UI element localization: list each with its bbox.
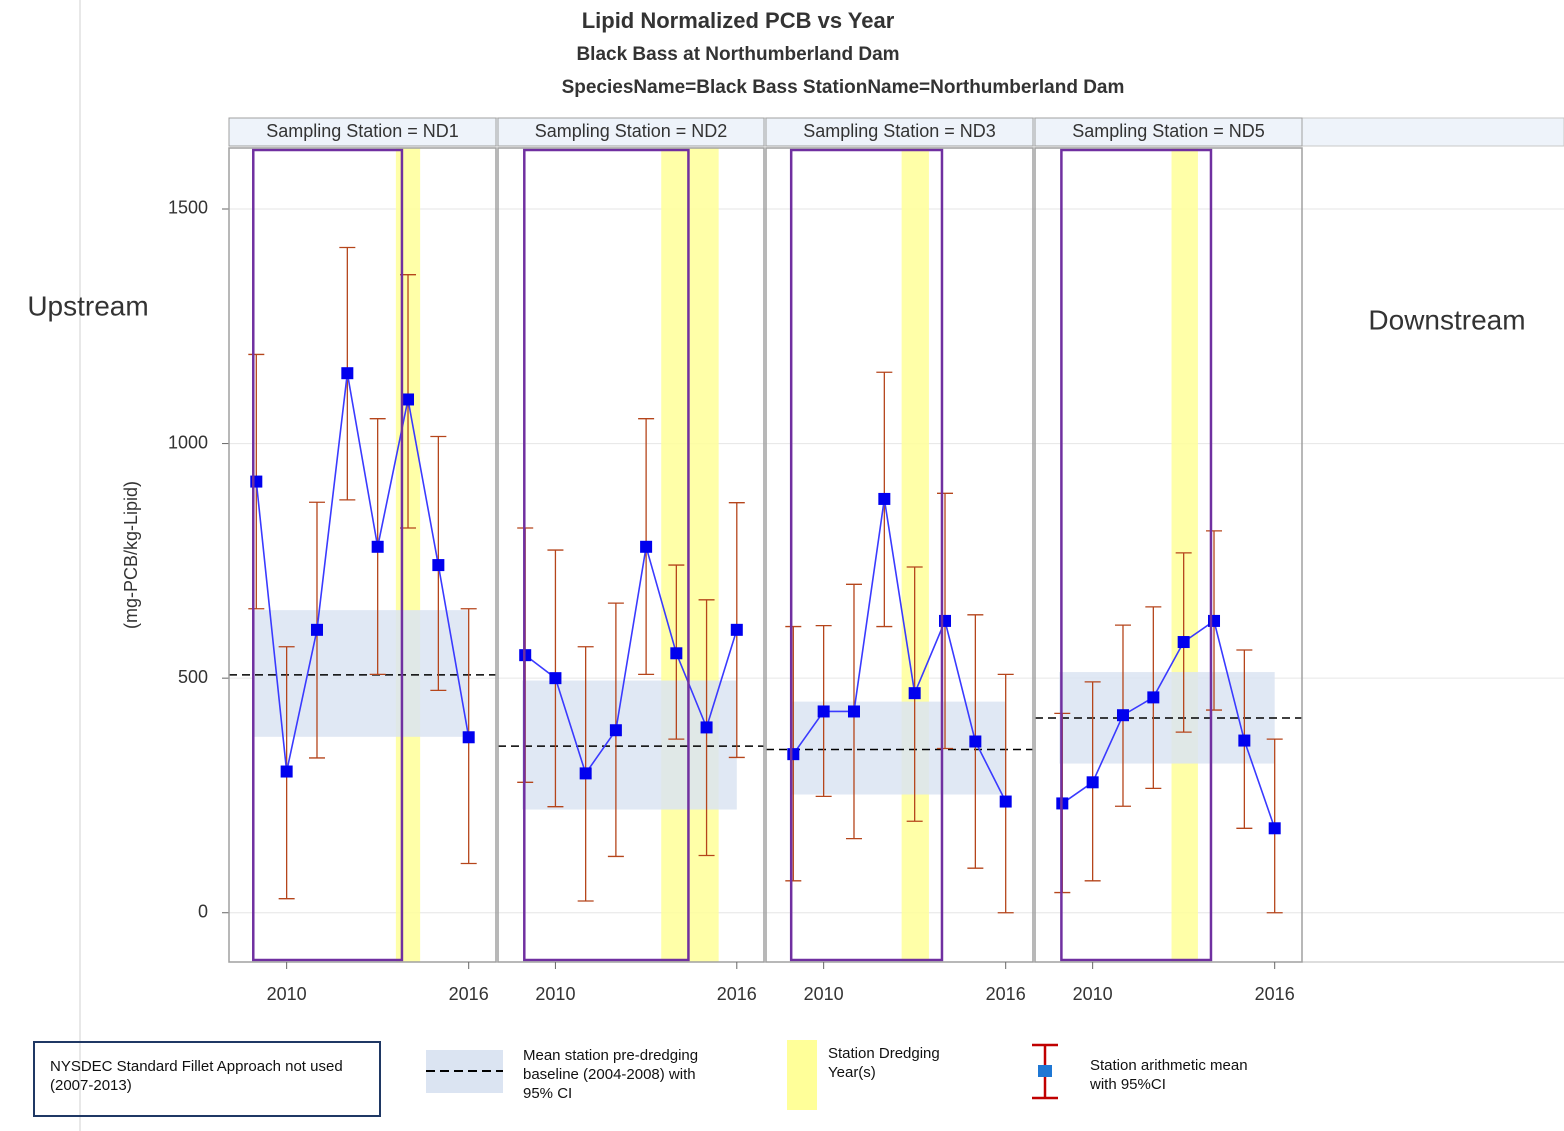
- excluded-period: [1060, 148, 1213, 962]
- mean-marker: [341, 367, 354, 380]
- legend-swatch: [787, 1040, 817, 1110]
- panel-frame: [765, 147, 1034, 963]
- mean-marker: [371, 540, 384, 553]
- y-axis-label: (mg-PCB/kg-Lipid): [121, 481, 141, 629]
- mean-marker: [1147, 691, 1160, 704]
- mean-marker: [999, 795, 1012, 808]
- error-bar: [997, 673, 1014, 914]
- mean-marker: [1177, 636, 1190, 649]
- panel-header: [765, 117, 1034, 147]
- y-tick-label: 1500: [168, 198, 208, 218]
- mean-marker: [847, 705, 860, 718]
- panel-title: Sampling Station = ND3: [803, 121, 996, 141]
- mean-marker: [579, 767, 592, 780]
- dredging-band: [395, 148, 421, 962]
- baseline-ci: [253, 610, 469, 737]
- series-line: [524, 546, 738, 776]
- legend-text: Station Dredging Year(s): [828, 1045, 940, 1081]
- x-tick-label: 2016: [449, 984, 489, 1004]
- panel: Sampling Station = ND3 2010 2016: [765, 117, 1034, 1004]
- panel-title: Sampling Station = ND2: [535, 121, 728, 141]
- mean-marker: [969, 735, 982, 748]
- mean-marker: [700, 721, 713, 734]
- mean-marker: [1238, 734, 1251, 747]
- chart-title: Lipid Normalized PCB vs Year: [582, 8, 895, 33]
- x-tick-label: 2010: [535, 984, 575, 1004]
- baseline-ci: [522, 680, 737, 810]
- panel-frame: [228, 147, 497, 963]
- mean-marker: [432, 559, 445, 572]
- chart-subtitle: SpeciesName=Black Bass StationName=North…: [562, 77, 1125, 98]
- legend-swatch: [426, 1050, 503, 1093]
- mean-marker: [462, 731, 475, 744]
- x-tick-label: 2016: [717, 984, 757, 1004]
- legend-text: NYSDEC Standard Fillet Approach not used…: [50, 1058, 343, 1094]
- mean-marker: [280, 765, 293, 778]
- panel-frame: [497, 147, 765, 963]
- mean-marker: [609, 724, 622, 737]
- excluded-period: [252, 148, 404, 962]
- mean-marker: [640, 540, 653, 553]
- series-line: [1061, 619, 1276, 829]
- mean-marker: [1116, 709, 1129, 722]
- dredging-band: [901, 148, 929, 962]
- y-tick-label: 1000: [168, 432, 208, 452]
- mean-marker: [670, 647, 683, 660]
- mean-marker: [402, 393, 415, 406]
- dredging-band: [1171, 148, 1198, 962]
- mean-marker: [549, 672, 562, 685]
- x-tick-label: 2016: [986, 984, 1026, 1004]
- dredging-band: [661, 148, 719, 962]
- y-tick-label: 500: [178, 667, 208, 687]
- panel: Sampling Station = ND1 2010 2016: [228, 117, 497, 1004]
- mean-marker: [817, 705, 830, 718]
- y-tick-label: 0: [198, 901, 208, 921]
- panel-frame: [1034, 147, 1303, 963]
- legend-text: Mean station pre-dredging baseline (2004…: [523, 1047, 699, 1102]
- panel: Sampling Station = ND5 2010 2016: [1034, 117, 1303, 1004]
- legend-swatch: [1038, 1065, 1052, 1077]
- x-tick-label: 2016: [1255, 984, 1295, 1004]
- mean-marker: [1086, 776, 1099, 789]
- panel-header: [497, 117, 765, 147]
- mean-marker: [1268, 822, 1281, 835]
- mean-marker: [878, 492, 891, 505]
- annotation: Upstream: [27, 290, 148, 321]
- mean-marker: [787, 748, 800, 761]
- panel-title: Sampling Station = ND1: [266, 121, 459, 141]
- mean-marker: [908, 687, 921, 700]
- x-tick-label: 2010: [1073, 984, 1113, 1004]
- series-line: [255, 373, 470, 772]
- excluded-period: [789, 148, 944, 962]
- x-tick-label: 2010: [804, 984, 844, 1004]
- panel: Sampling Station = ND2 2010 2016: [497, 117, 765, 1004]
- chart-subtitle: Black Bass at Northumberland Dam: [576, 44, 899, 65]
- panel-header: [228, 117, 497, 147]
- annotation: Downstream: [1368, 304, 1525, 335]
- excluded-period: [523, 148, 690, 962]
- legend-text: Station arithmetic mean with 95%CI: [1090, 1057, 1248, 1093]
- mean-marker: [310, 623, 323, 636]
- panel-title: Sampling Station = ND5: [1072, 121, 1265, 141]
- legend-box: [33, 1041, 381, 1117]
- panel-header: [1034, 117, 1303, 147]
- mean-marker: [730, 623, 743, 636]
- x-tick-label: 2010: [267, 984, 307, 1004]
